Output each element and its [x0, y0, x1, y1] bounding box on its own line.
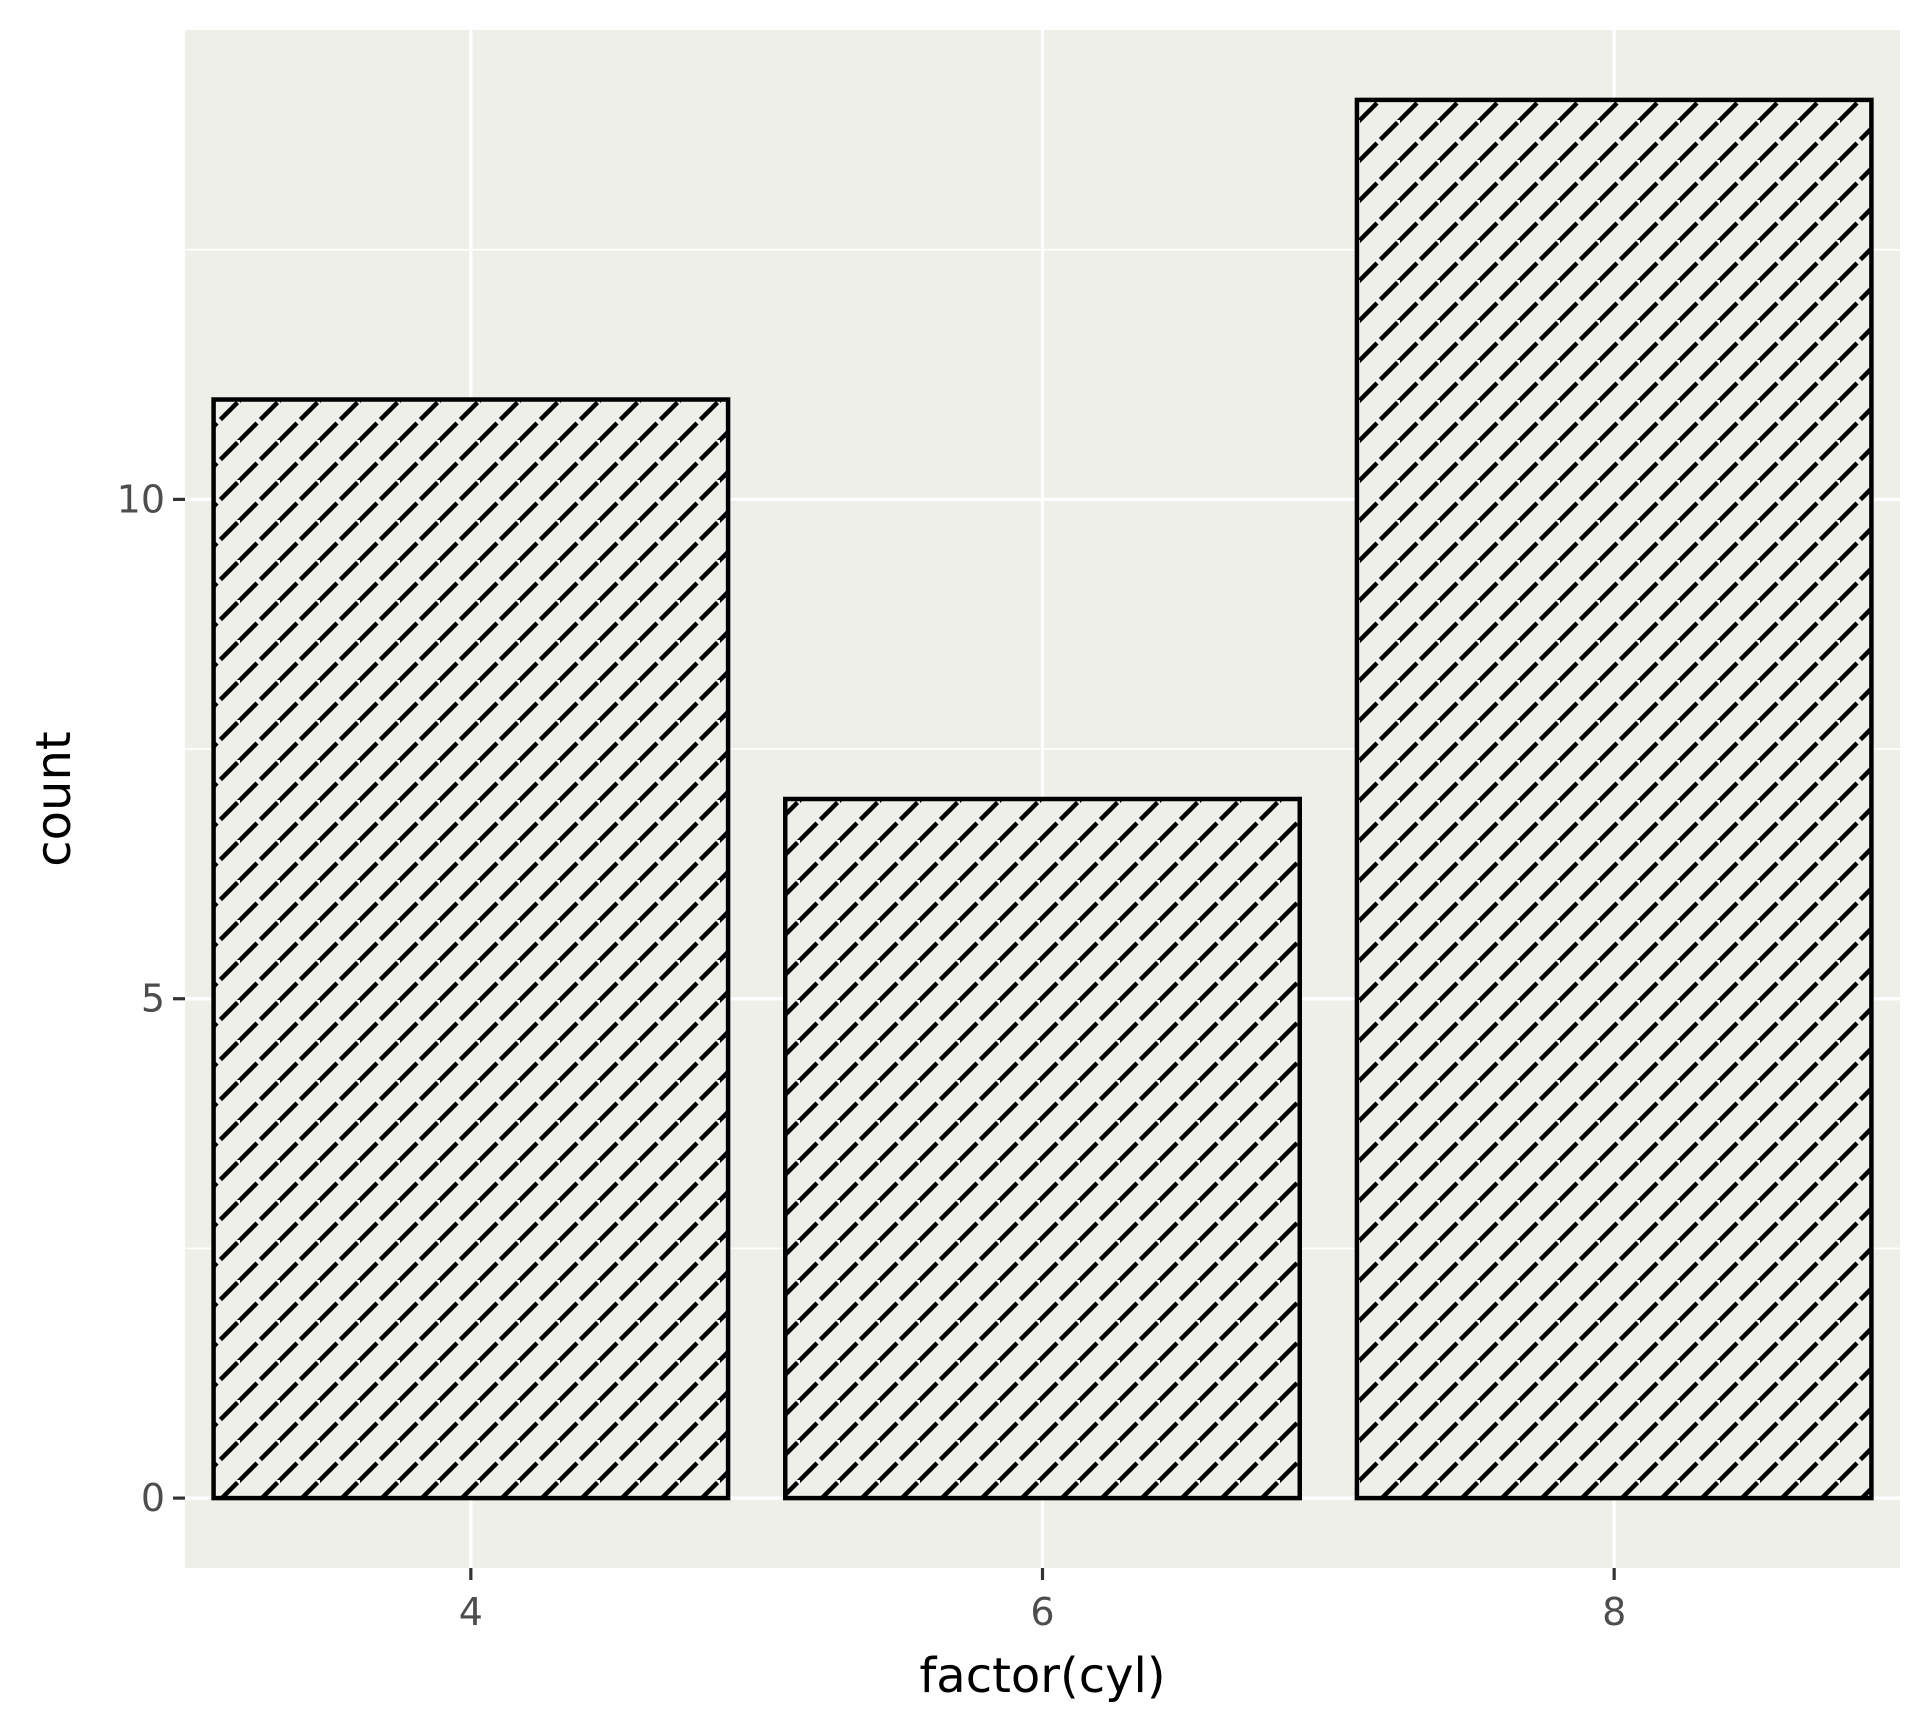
- bar-8: [1354, 97, 1874, 1501]
- y-tick-label: 5: [141, 977, 165, 1021]
- bar-6: [783, 796, 1302, 1501]
- x-tick-label: 8: [1602, 1590, 1626, 1634]
- x-tick-label: 4: [459, 1590, 483, 1634]
- x-axis: 4 6 8: [459, 1568, 1626, 1634]
- y-axis-title: count: [26, 731, 82, 866]
- bar-4: [211, 397, 731, 1501]
- x-axis-title: factor(cyl): [919, 1648, 1165, 1704]
- y-tick-label: 0: [141, 1476, 165, 1520]
- bars: [211, 97, 1874, 1501]
- y-axis: 0 5 10: [117, 477, 185, 1520]
- x-tick-label: 6: [1030, 1590, 1054, 1634]
- y-tick-label: 10: [117, 477, 165, 521]
